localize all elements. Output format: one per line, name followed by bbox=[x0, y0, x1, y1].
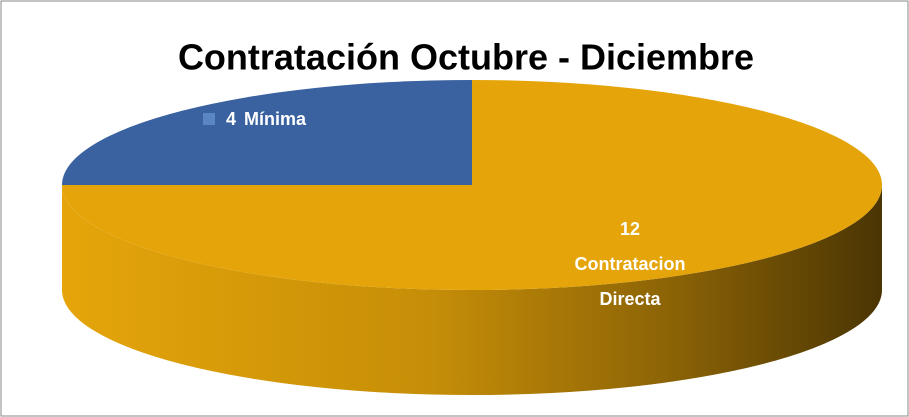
data-label-value: 4 bbox=[226, 109, 236, 129]
data-label-wrap: Contratacion Directa bbox=[574, 254, 686, 309]
pie-slice bbox=[62, 80, 472, 185]
legend-key bbox=[203, 113, 215, 125]
data-label-category: Contratacion Directa bbox=[574, 254, 686, 309]
data-label-value: 12 bbox=[620, 219, 640, 239]
pie-slice bbox=[62, 80, 882, 290]
chart-title: Contratación Octubre - Diciembre bbox=[178, 37, 754, 78]
data-label-category: Mínima bbox=[244, 109, 307, 129]
